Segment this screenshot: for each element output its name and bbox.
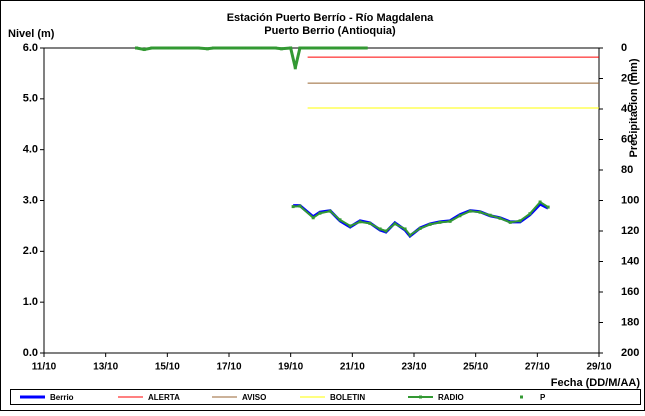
legend-label: AVISO [242,393,266,402]
legend-label: RADIO [438,393,464,402]
chart-subtitle: Puerto Berrio (Antioquia) [264,25,396,37]
x-tick-label: 25/10 [463,362,488,373]
legend-label: P [540,393,546,402]
y-tick-label: 3.0 [23,194,38,206]
x-tick-label: 23/10 [401,362,426,373]
x-tick-label: 19/10 [278,362,303,373]
series-marker [135,46,138,50]
y2-tick-label: 80 [621,164,633,176]
series-marker [478,210,482,214]
x-tick-label: 21/10 [340,362,365,373]
series-marker [393,222,397,226]
y2-tick-label: 40 [621,103,633,115]
y2-tick-label: 60 [621,133,633,145]
y2-tick-label: 0 [621,42,627,54]
series-marker [293,66,297,70]
y-tick-label: 4.0 [23,144,38,156]
series-marker [358,220,362,224]
series-marker [498,216,502,220]
series-marker [150,46,154,50]
series-marker [518,219,522,223]
legend [10,389,641,405]
series-marker [438,220,442,224]
series-marker [368,221,372,225]
series-marker [384,229,388,233]
legend-swatch-marker [419,395,422,399]
x-tick-label: 11/10 [32,362,57,373]
y-tick-label: 6.0 [23,42,38,54]
series-marker [242,46,246,50]
y-axis-label: Nivel (m) [8,28,55,40]
series-marker [298,204,302,208]
x-tick-label: 17/10 [216,362,241,373]
series-marker [291,205,295,209]
series-marker [298,46,302,50]
series-marker [142,48,146,52]
series-marker [196,46,200,50]
legend-label: BOLETIN [330,393,365,402]
series-marker [546,205,550,209]
series-marker [328,209,332,213]
y-tick-label: 5.0 [23,93,38,105]
y-tick-label: 2.0 [23,245,38,257]
series-marker [468,209,472,213]
y2-tick-label: 20 [621,72,633,84]
plot-area [43,47,600,354]
series-marker [304,46,308,50]
series-marker [258,46,262,50]
x-axis-label: Fecha (DD/M/AA) [551,377,641,389]
series-marker [364,46,368,50]
x-tick-label: 29/10 [586,362,611,373]
series-marker [378,227,382,231]
series-marker [428,222,432,226]
series-marker [273,46,277,50]
y2-tick-label: 160 [621,286,639,298]
series-marker [403,227,407,231]
series-marker [279,47,283,51]
y2-axis-label: Precipitacion (mm) [628,58,640,157]
series-marker [289,46,293,50]
series-marker [212,46,216,50]
series-marker [335,46,339,50]
series-marker [348,224,352,228]
series-marker [338,218,342,222]
y2-tick-label: 140 [621,255,639,267]
series-marker [508,220,512,224]
series-marker [227,46,231,50]
series-marker [205,47,209,51]
series-marker [488,213,492,217]
x-tick-label: 15/10 [155,362,180,373]
legend-label: ALERTA [148,393,180,402]
y2-tick-label: 100 [621,194,639,206]
series-line [293,200,549,237]
x-tick-label: 27/10 [525,362,550,373]
y-tick-label: 0.0 [23,347,38,359]
legend-label: Berrio [50,393,74,402]
x-tick-label: 13/10 [93,362,118,373]
series-marker [165,46,169,50]
y2-tick-label: 200 [621,347,639,359]
series-marker [318,211,322,215]
series-marker [528,212,532,216]
y2-tick-label: 180 [621,316,639,328]
legend-swatch [520,395,523,399]
series-marker [320,46,323,50]
y2-tick-label: 120 [621,225,639,237]
series-marker [408,233,412,237]
series-marker [448,219,452,223]
series-marker [311,216,315,220]
chart-title: Estación Puerto Berrío - Río Magdalena [227,12,434,24]
series-marker [181,46,185,50]
series-marker [350,46,354,50]
series-marker [418,226,422,230]
series-marker [538,200,542,204]
y-tick-label: 1.0 [23,296,38,308]
series-marker [458,214,462,218]
